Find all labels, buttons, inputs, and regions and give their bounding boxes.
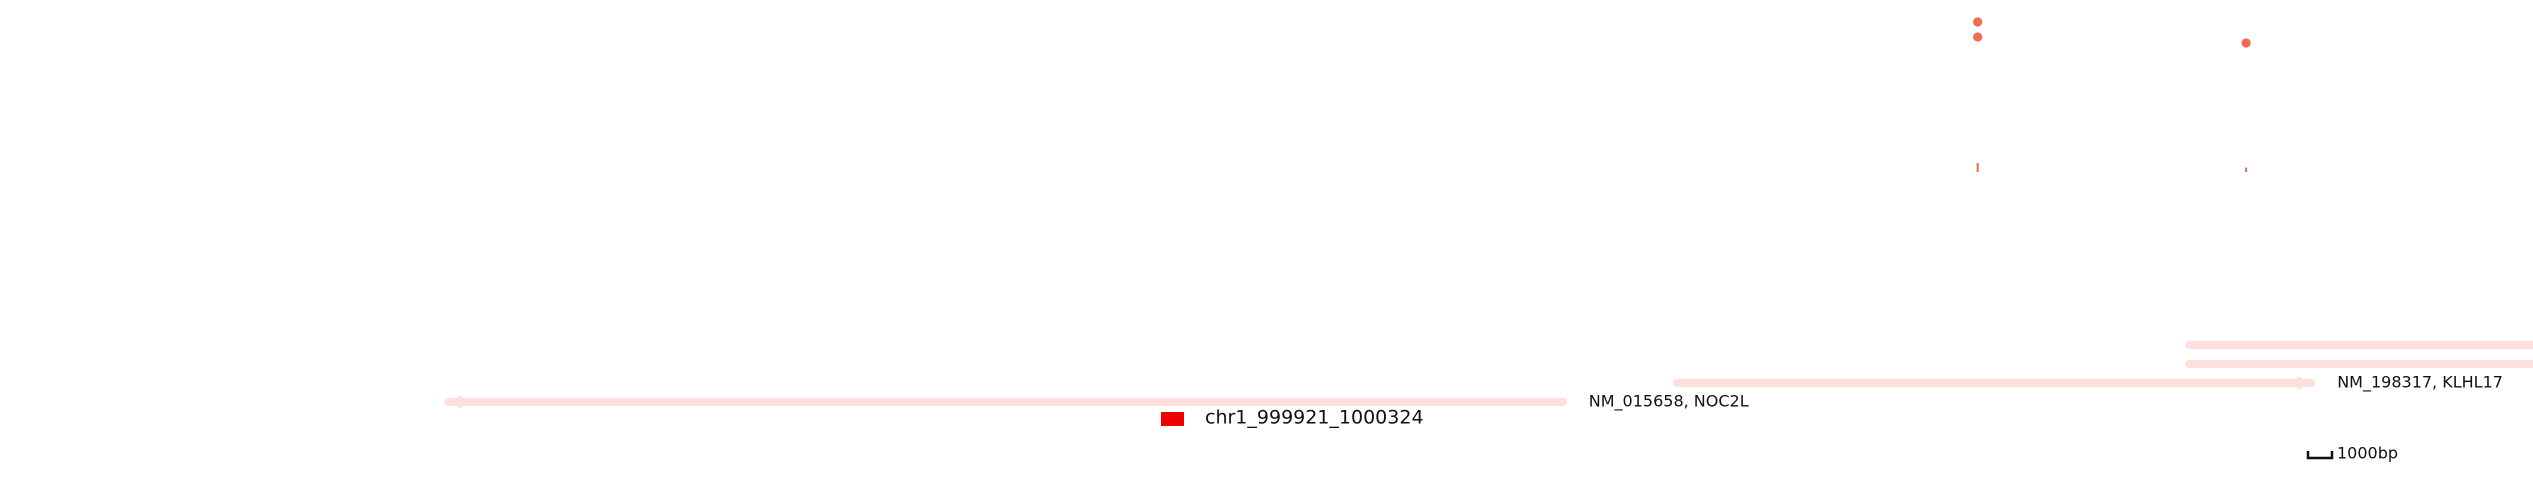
gene-transcript: NM_001160184, PLEKHN1 [2185, 341, 2533, 349]
association-point [2241, 38, 2251, 48]
association-stems [1976, 163, 2248, 172]
association-point [1973, 32, 1983, 42]
association-points [1973, 17, 2251, 48]
region-legend: chr1_999921_1000324 [1161, 407, 1424, 429]
strand-arrow-icon [448, 395, 463, 409]
region-swatch [1161, 412, 1184, 426]
gene-label: NM_015658, NOC2L [1589, 392, 1749, 412]
gene-label: NM_198317, KLHL17 [2337, 373, 2503, 393]
association-point [1973, 17, 1983, 27]
region-label: chr1_999921_1000324 [1205, 407, 1424, 429]
scale-bar-line [2306, 451, 2334, 460]
scale-bar: 1000bp [2306, 444, 2398, 463]
gene-transcript: NM_015658, NOC2L [444, 392, 1749, 412]
gene-transcript: NM_032129, PLEKHN1 [2185, 360, 2533, 368]
scale-bar-label: 1000bp [2337, 444, 2398, 463]
gene-track: NM_198576, AGRNNM_001305275, AGRNNM_0051… [444, 341, 2533, 412]
strand-arrow-icon [2297, 376, 2312, 390]
gene-transcript: NM_198317, KLHL17 [1672, 373, 2503, 393]
